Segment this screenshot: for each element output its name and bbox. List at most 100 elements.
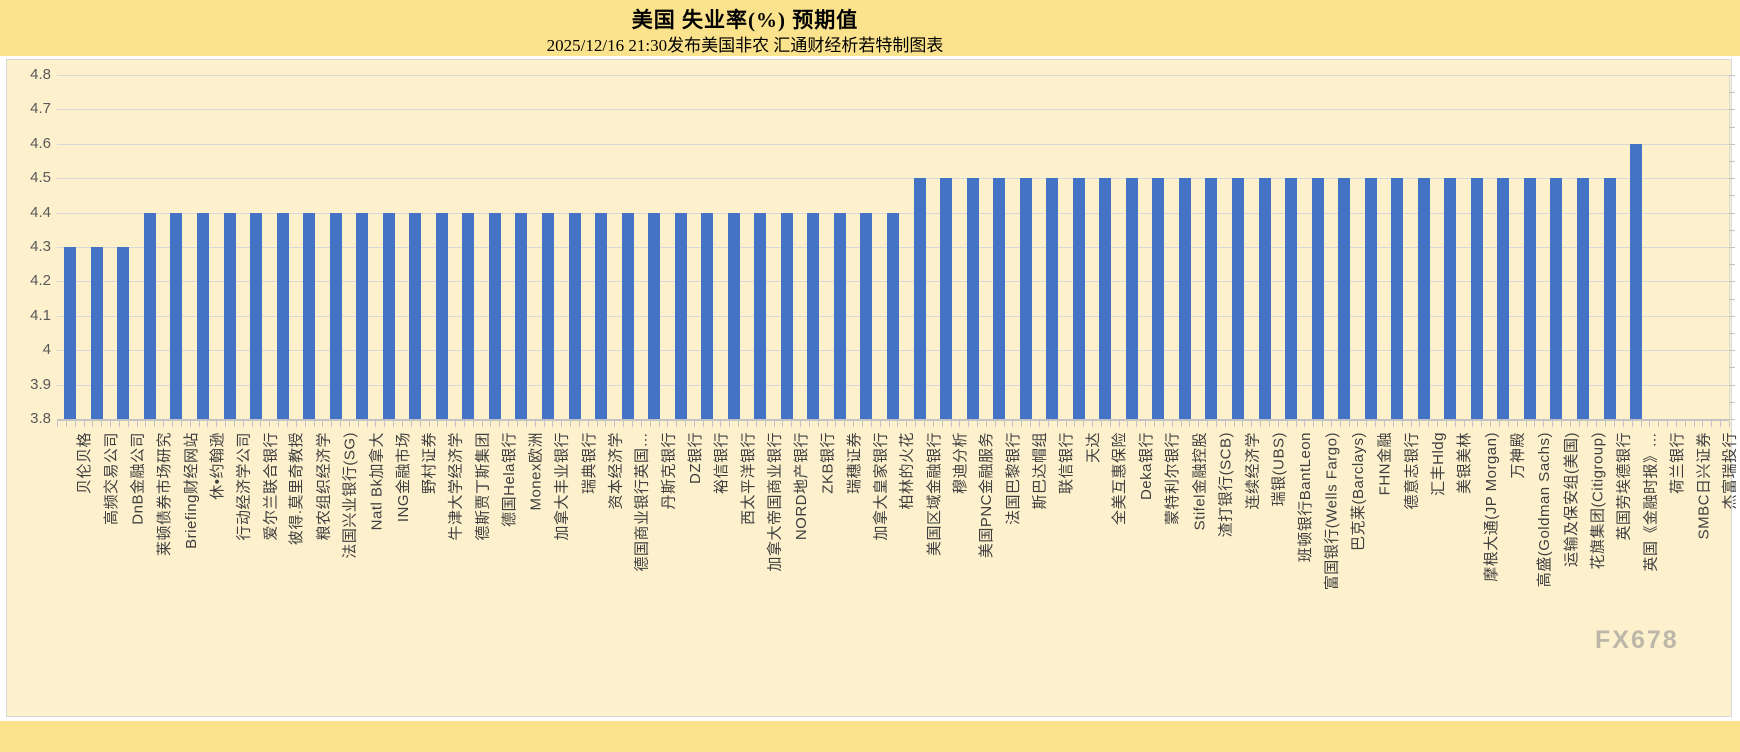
x-axis-tick — [729, 421, 731, 427]
x-axis-tick — [472, 421, 474, 427]
bar — [1258, 178, 1271, 419]
bar — [1285, 178, 1298, 419]
x-axis-label: 英国劳埃德银行 — [1615, 432, 1633, 541]
x-axis-tick — [225, 421, 227, 427]
x-axis-tick — [357, 421, 359, 427]
x-axis-tick — [463, 421, 465, 427]
x-axis-tick — [658, 421, 660, 427]
x-axis-tick — [1207, 421, 1209, 427]
x-axis-tick — [959, 421, 961, 427]
x-axis-tick — [1339, 421, 1341, 427]
x-axis-tick — [1145, 421, 1147, 427]
bar — [1099, 178, 1112, 419]
x-axis-tick — [145, 421, 147, 427]
x-axis-tick — [1189, 421, 1191, 427]
x-axis-tick — [685, 421, 687, 427]
bar — [1391, 178, 1404, 419]
plot-gridline — [57, 143, 1729, 145]
x-axis-tick — [702, 421, 704, 427]
right-axis-tick — [1729, 350, 1735, 352]
x-axis-tick — [118, 421, 120, 427]
x-axis-tick — [410, 421, 412, 427]
bar — [64, 247, 77, 419]
x-axis-tick — [110, 421, 112, 427]
bar — [993, 178, 1006, 419]
x-axis-tick — [977, 421, 979, 427]
x-axis-tick — [1295, 421, 1297, 427]
x-axis-tick — [1596, 421, 1598, 427]
chart-subtitle: 2025/12/16 21:30发布美国非农 汇通财经析若特制图表 — [546, 36, 944, 55]
bar — [674, 212, 687, 419]
x-axis-label: NORD地产银行 — [792, 432, 810, 541]
right-axis-tick — [1729, 143, 1735, 145]
x-axis-label: 加拿大丰业银行 — [553, 432, 571, 541]
right-axis-tick — [1729, 126, 1735, 128]
x-axis-tick — [375, 421, 377, 427]
bar — [223, 212, 236, 419]
x-axis-tick — [269, 421, 271, 427]
right-axis-tick — [1729, 333, 1735, 334]
x-axis-tick — [74, 421, 76, 427]
x-axis-label: 巴克莱(Barclays) — [1350, 432, 1368, 552]
x-axis-tick — [1454, 421, 1456, 427]
x-axis-tick — [1613, 421, 1615, 427]
x-axis-tick — [419, 421, 421, 427]
chart-plot-area: FX678 3.8 3.9 4 4.1 4.2 4.3 4.4 4.5 4.6 4.7 4.8 贝伦贝… — [6, 59, 1739, 717]
x-axis-label: 丹斯克银行 — [660, 432, 678, 510]
x-axis-tick — [1383, 421, 1385, 427]
bar — [1152, 178, 1165, 419]
bar — [1444, 178, 1457, 419]
x-axis-tick — [1631, 421, 1633, 427]
x-axis-tick — [1127, 421, 1129, 427]
x-axis-tick — [1003, 421, 1005, 427]
x-axis-label: FHN金融 — [1376, 432, 1394, 496]
bar — [1232, 178, 1245, 419]
bar — [754, 212, 767, 419]
x-axis-tick — [1702, 421, 1704, 427]
x-axis-label: DnB金融公司 — [129, 432, 147, 525]
x-axis-tick — [437, 421, 439, 427]
x-axis-tick — [844, 421, 846, 427]
x-axis-tick — [870, 421, 872, 427]
x-axis-label: 万神殿 — [1509, 432, 1527, 479]
x-axis-tick — [1065, 421, 1067, 427]
x-axis-tick — [366, 421, 368, 427]
x-axis-label: 法国巴黎银行 — [1005, 432, 1023, 526]
x-axis-label: 渣打银行(SCB) — [1217, 432, 1235, 538]
x-axis-tick — [985, 421, 987, 427]
bar — [1364, 178, 1377, 419]
x-axis-label: 美银美林 — [1456, 432, 1474, 495]
right-axis-tick — [1729, 315, 1735, 317]
x-axis-tick — [180, 421, 182, 427]
y-tick-label: 4.3 — [30, 238, 51, 255]
x-axis-tick — [1640, 421, 1642, 427]
x-axis-label: 瑞典银行 — [580, 432, 598, 495]
x-axis-label: 德国商业银行英国… — [633, 432, 651, 572]
x-axis-tick — [499, 421, 501, 427]
x-axis-tick — [605, 421, 607, 427]
x-axis-tick — [216, 421, 218, 427]
bar — [1417, 178, 1430, 419]
x-axis-label: 粮农组织经济学 — [315, 432, 333, 541]
x-axis-tick — [287, 421, 288, 427]
x-axis-tick — [313, 421, 315, 427]
x-axis-tick — [1118, 421, 1120, 427]
x-axis-tick — [835, 421, 837, 427]
x-axis-label: Briefing财经网站 — [182, 432, 200, 549]
bar — [1470, 178, 1483, 419]
x-axis-label: 西太平洋银行 — [739, 432, 757, 526]
bar — [303, 212, 316, 419]
x-axis-label: 瑞穗证券 — [845, 432, 863, 495]
x-axis-tick — [1215, 421, 1217, 427]
bar — [1577, 178, 1590, 419]
x-axis-tick — [136, 421, 138, 427]
bar — [1550, 178, 1563, 419]
x-axis-label: 彼得.莫里奇教授 — [288, 432, 306, 546]
bar — [329, 212, 342, 419]
x-axis-tick — [1587, 421, 1589, 427]
x-axis-tick — [331, 421, 333, 427]
bar — [409, 212, 422, 419]
header-band — [0, 0, 1740, 56]
right-axis-tick — [1729, 212, 1735, 214]
x-axis-tick — [233, 421, 235, 427]
